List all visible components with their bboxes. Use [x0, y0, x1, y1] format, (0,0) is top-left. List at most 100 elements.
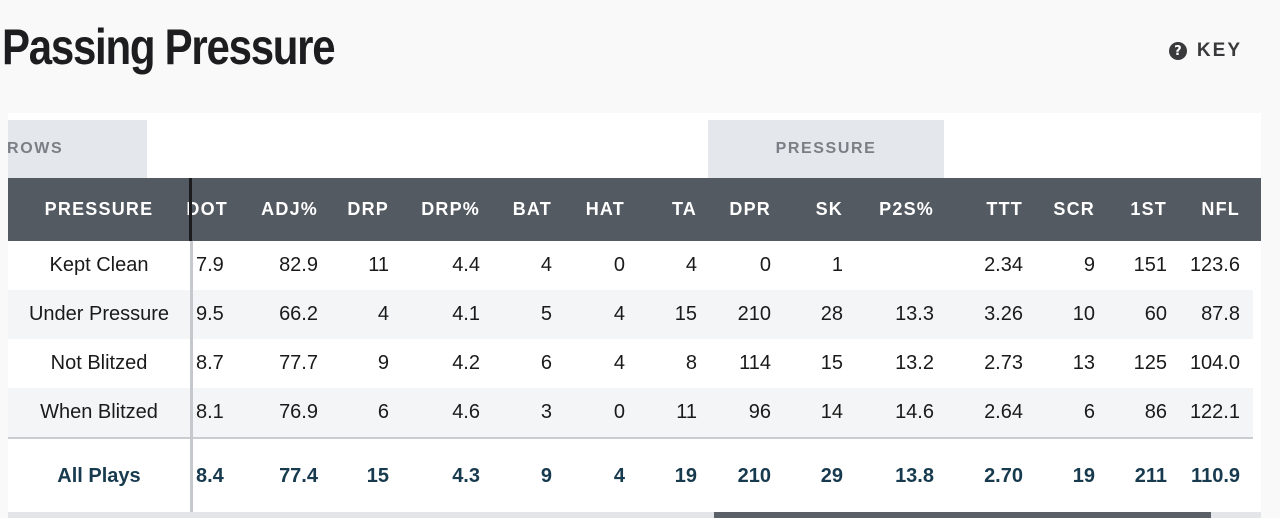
pressure-table: IROWS PRESSURE PRESSURE DOT ADJ% DRP DRP… [8, 113, 1261, 518]
cell-bat: 6 [540, 352, 552, 374]
column-header-dot[interactable]: DOT [186, 199, 228, 219]
cell-dot: 8.7 [196, 352, 224, 374]
cell-hat: 4 [613, 303, 625, 325]
cell-1st: 86 [1144, 401, 1167, 423]
cell-sk: 14 [820, 401, 843, 423]
cell-sk: 29 [820, 464, 843, 487]
cell-drp: 9 [377, 352, 389, 374]
cell-scr: 6 [1083, 401, 1095, 423]
cell-nfl: 122.1 [1189, 401, 1240, 423]
row-label: When Blitzed [40, 401, 158, 423]
cell-dpr: 210 [737, 303, 771, 325]
cell-bat: 4 [540, 254, 552, 276]
cell-drp-pct: 4.2 [452, 352, 480, 374]
cell-sk: 1 [831, 254, 843, 276]
column-header-ttt[interactable]: TTT [986, 199, 1023, 219]
cell-ttt: 2.64 [984, 401, 1023, 423]
cell-ta: 19 [674, 464, 697, 487]
cell-p2s-pct: 13.8 [895, 464, 934, 487]
column-header-nfl[interactable]: NFL [1201, 199, 1240, 219]
key-label: KEY [1196, 40, 1242, 61]
column-header-p2s-pct[interactable]: P2S% [879, 199, 934, 219]
group-header-pressure: PRESSURE [708, 120, 944, 178]
cell-drp-pct: 4.1 [452, 303, 480, 325]
table-row: Not Blitzed 8.7 77.7 9 4.2 6 4 8 114 15 … [8, 339, 1253, 388]
cell-drp-pct: 4.4 [452, 254, 480, 276]
column-header-dpr[interactable]: DPR [729, 199, 771, 219]
row-label: Kept Clean [49, 254, 149, 276]
cell-dot: 7.9 [196, 254, 224, 276]
horizontal-scrollbar-track[interactable] [8, 512, 1261, 518]
cell-scr: 13 [1072, 352, 1095, 374]
cell-nfl: 104.0 [1189, 352, 1240, 374]
cell-nfl: 123.6 [1189, 254, 1240, 276]
cell-1st: 125 [1133, 352, 1167, 374]
row-label: Not Blitzed [50, 352, 148, 374]
frozen-column-shadow [190, 241, 193, 513]
column-header-drp-pct[interactable]: DRP% [421, 199, 480, 219]
question-circle-icon: ? [1168, 42, 1187, 60]
table-row: Kept Clean 7.9 82.9 11 4.4 4 0 4 0 1 2.3… [8, 241, 1253, 290]
column-header-drp[interactable]: DRP [347, 199, 389, 219]
cell-ta: 15 [674, 303, 697, 325]
cell-1st: 211 [1134, 464, 1167, 487]
cell-hat: 0 [613, 401, 625, 423]
cell-ta: 8 [685, 352, 697, 374]
cell-drp-pct: 4.3 [452, 464, 480, 487]
cell-dot: 8.1 [196, 401, 224, 423]
total-divider [8, 437, 1253, 439]
cell-ttt: 2.70 [984, 464, 1023, 487]
cell-adj-pct: 77.4 [279, 464, 318, 487]
cell-ttt: 3.26 [984, 303, 1023, 325]
cell-drp: 6 [377, 401, 389, 423]
table-row: Under Pressure 9.5 66.2 4 4.1 5 4 15 210… [8, 290, 1253, 339]
cell-dot: 9.5 [196, 303, 224, 325]
cell-ta: 4 [685, 254, 697, 276]
frozen-column-divider [189, 178, 192, 241]
cell-1st: 60 [1144, 303, 1167, 325]
page-title: Passing Pressure [2, 19, 336, 75]
cell-ttt: 2.73 [984, 352, 1023, 374]
row-label: Under Pressure [28, 303, 170, 325]
row-label: All Plays [57, 464, 141, 487]
cell-drp: 15 [366, 464, 389, 487]
cell-dpr: 114 [739, 352, 771, 374]
cell-nfl: 87.8 [1201, 303, 1240, 325]
cell-dpr: 96 [748, 401, 771, 423]
column-header-sk[interactable]: SK [815, 199, 843, 219]
column-header-adj-pct[interactable]: ADJ% [261, 199, 318, 219]
cell-scr: 9 [1083, 254, 1095, 276]
cell-hat: 4 [613, 352, 625, 374]
cell-bat: 5 [540, 303, 552, 325]
horizontal-scrollbar-thumb[interactable] [714, 512, 1211, 518]
cell-dot: 8.4 [196, 464, 224, 487]
column-header-bat[interactable]: BAT [512, 199, 552, 219]
cell-sk: 15 [820, 352, 843, 374]
table-row: When Blitzed 8.1 76.9 6 4.6 3 0 11 96 14… [8, 388, 1253, 437]
cell-drp-pct: 4.6 [452, 401, 480, 423]
cell-adj-pct: 77.7 [279, 352, 318, 374]
cell-ta: 11 [676, 401, 697, 423]
cell-dpr: 0 [759, 254, 771, 276]
cell-nfl: 110.9 [1191, 464, 1240, 487]
cell-scr: 19 [1072, 464, 1095, 487]
cell-sk: 28 [820, 303, 843, 325]
cell-1st: 151 [1133, 254, 1167, 276]
table-total-row: All Plays 8.4 77.4 15 4.3 9 4 19 210 29 … [8, 439, 1253, 513]
column-header-hat[interactable]: HAT [585, 199, 625, 219]
cell-hat: 4 [613, 464, 625, 487]
cell-adj-pct: 66.2 [279, 303, 318, 325]
column-header-scr[interactable]: SCR [1053, 199, 1095, 219]
cell-hat: 0 [613, 254, 625, 276]
cell-p2s-pct [851, 241, 934, 290]
column-header-pressure[interactable]: PRESSURE [44, 199, 154, 219]
group-header-throws: IROWS [8, 120, 147, 178]
cell-drp: 11 [368, 254, 389, 276]
cell-ttt: 2.34 [984, 254, 1023, 276]
cell-bat: 3 [540, 401, 552, 423]
cell-bat: 9 [540, 464, 552, 487]
column-header-1st[interactable]: 1ST [1130, 199, 1167, 219]
key-button[interactable]: ? KEY [1168, 40, 1242, 62]
cell-adj-pct: 82.9 [279, 254, 318, 276]
column-header-ta[interactable]: TA [671, 199, 697, 219]
